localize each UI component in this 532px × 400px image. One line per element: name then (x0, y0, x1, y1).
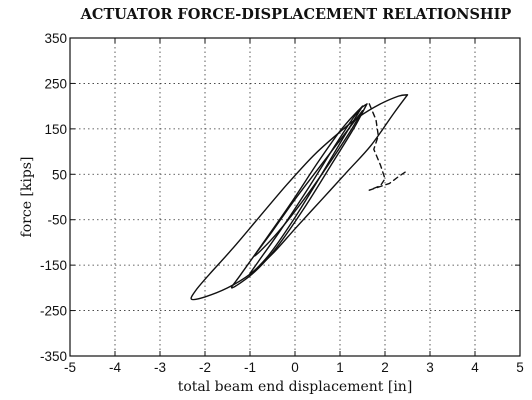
y-tick-label: -250 (40, 304, 67, 319)
x-tick-label: 4 (471, 360, 479, 375)
axis-ticks: -5 -4 -3 -2 -1 0 1 2 3 4 5 -350 -250 -150 -50 50 150 250 3… (40, 31, 524, 375)
x-tick-label: 5 (516, 360, 524, 375)
grid (70, 38, 520, 356)
y-tick-label: 50 (52, 167, 67, 182)
y-tick-label: -350 (40, 349, 67, 364)
y-tick-label: 150 (44, 122, 67, 137)
chart-title: ACTUATOR FORCE-DISPLACEMENT RELATIONSHIP (80, 6, 512, 23)
y-axis-label: force [kips] (19, 157, 35, 238)
x-tick-label: -2 (199, 360, 211, 375)
y-tick-label: -50 (47, 213, 67, 228)
x-tick-label: 3 (426, 360, 434, 375)
y-tick-label: 250 (44, 76, 67, 91)
x-tick-label: -4 (109, 360, 121, 375)
x-tick-label: 2 (381, 360, 389, 375)
x-tick-label: -5 (64, 360, 76, 375)
y-tick-label: 350 (44, 31, 67, 46)
x-tick-label: 1 (336, 360, 344, 375)
x-tick-label: -3 (154, 360, 166, 375)
x-axis-label: total beam end displacement [in] (178, 379, 413, 395)
x-tick-label: -1 (244, 360, 256, 375)
hysteresis-curves (190, 94, 409, 301)
hysteresis-loop-2 (230, 103, 368, 289)
hysteresis-loop-1 (190, 94, 409, 301)
unloading-dashed-curve (368, 103, 406, 191)
hysteresis-loop-4 (253, 110, 364, 257)
x-tick-label: 0 (291, 360, 299, 375)
y-tick-label: -150 (40, 258, 67, 273)
hysteresis-loop-3 (249, 105, 364, 275)
